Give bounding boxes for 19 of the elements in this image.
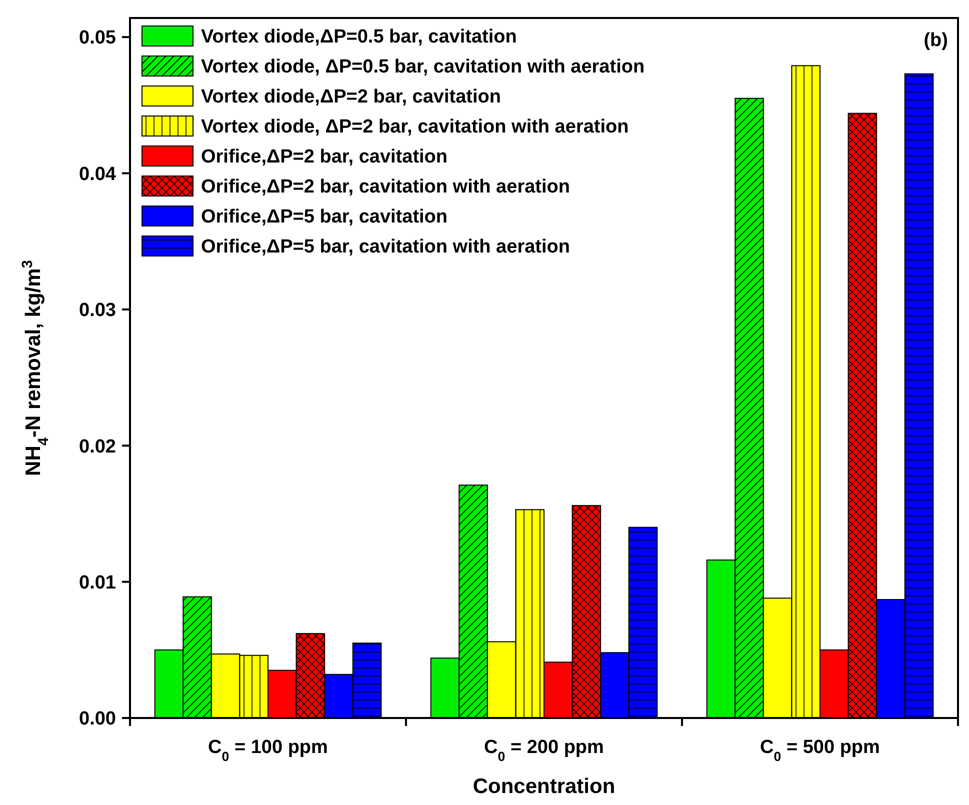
y-tick-label: 0.00 — [79, 708, 116, 730]
x-tick-label: C$_{0}$ = 100 ppm — [208, 737, 328, 764]
legend-label: Vortex diode, ΔP=0.5 bar, cavitation with aeration — [201, 56, 645, 78]
legend-label: Vortex diode,ΔP=2 bar, cavitation — [201, 86, 501, 108]
y-tick-label: 0.03 — [79, 300, 116, 322]
annotation: (b) — [924, 30, 948, 51]
y-tick-label: 0.02 — [79, 436, 116, 458]
y-tick-label: 0.05 — [79, 28, 116, 49]
x-tick-label: C$_{0}$ = 200 ppm — [484, 737, 604, 764]
legend-label: Orifice,ΔP=2 bar, cavitation with aeration — [201, 176, 570, 198]
legend-label: Orifice,ΔP=2 bar, cavitation — [201, 146, 448, 168]
y-tick-label: 0.01 — [79, 572, 116, 594]
x-tick-label: C$_{0}$ = 500 ppm — [760, 737, 880, 764]
legend-label: Orifice,ΔP=5 bar, cavitation with aeration — [201, 236, 570, 258]
legend-label: Orifice,ΔP=5 bar, cavitation — [201, 206, 448, 228]
legend-label: Vortex diode, ΔP=2 bar, cavitation with aeration — [201, 116, 629, 138]
x-axis-title: Concentration — [472, 775, 616, 798]
y-tick-label: 0.04 — [79, 164, 116, 185]
legend-label: Vortex diode,ΔP=0.5 bar, cavitation — [201, 26, 517, 48]
